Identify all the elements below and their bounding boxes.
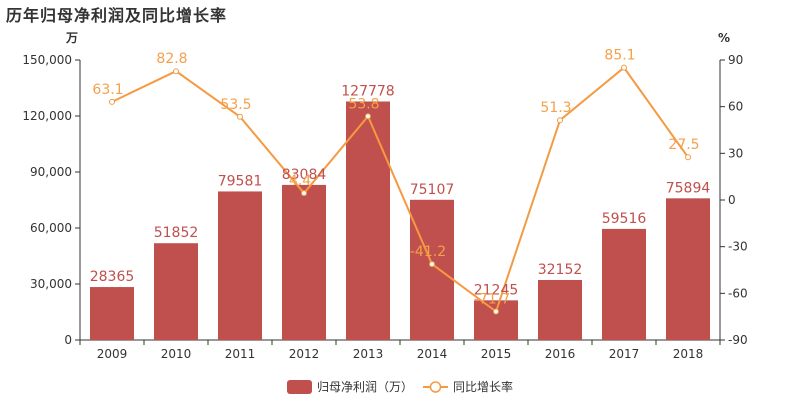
y-right-tick-label: 0 [728,193,736,207]
x-tick-label: 2016 [545,347,576,361]
y-left-tick-label: 0 [64,333,72,347]
y-left-tick-label: 150,000 [22,53,72,67]
bar [410,199,454,340]
labels-layer: 28365 51852 79581 83084 127778 75107 21245 3215… [90,48,711,308]
bar-value-label: 32152 [538,262,583,278]
bar [218,191,262,340]
y-left-tick-label: 120,000 [22,109,72,123]
growth-line [111,66,689,314]
chart-title: 历年归母净利润及同比增长率 [6,6,228,25]
bar-value-label: 83084 [282,167,327,183]
bar [90,287,134,340]
y-left-tick-label: 90,000 [30,165,72,179]
bar [282,184,326,340]
line-point [493,308,499,315]
line-value-label: 53.5 [220,97,251,113]
line-point [237,113,243,120]
line-point [173,68,179,75]
bar [346,101,390,340]
line-value-label: -41.2 [410,244,446,260]
bars-layer [90,101,710,340]
bar [602,228,646,340]
x-tick-label: 2009 [97,347,128,361]
bar-value-label: 28365 [90,269,135,285]
bar-value-label: 59516 [602,211,647,227]
bar-value-label: 75894 [666,180,711,196]
y-left-tick-label: 30,000 [30,277,72,291]
line-value-label: 82.8 [156,51,187,67]
y-right-tick-label: 30 [728,146,743,160]
line-layer [109,64,691,315]
y-right-tick-label: 90 [728,53,743,67]
legend-label-line: 同比增长率 [453,379,513,394]
legend-item-bar[interactable]: 归母净利润（万） [287,380,413,394]
legend-item-line[interactable]: 同比增长率 [423,379,513,394]
y-right-tick-label: -90 [728,333,748,347]
bar-value-label: 51852 [154,225,199,241]
legend-swatch-marker [429,381,442,393]
line-point [301,190,307,197]
bar [474,300,518,340]
line-point [557,117,563,124]
line-value-label: 63.1 [92,82,123,98]
x-tick-label: 2017 [609,347,640,361]
y-left-tick-label: 60,000 [30,221,72,235]
legend[interactable]: 归母净利润（万） 同比增长率 [287,379,513,394]
legend-label-bar: 归母净利润（万） [317,380,413,394]
line-point [429,261,435,268]
x-tick-label: 2012 [289,347,320,361]
bar-value-label: 79581 [218,173,263,189]
legend-swatch-bar [287,380,312,394]
x-tick-label: 2013 [353,347,384,361]
bar [538,279,582,340]
x-tick-label: 2018 [673,347,704,361]
x-tick-label: 2014 [417,347,448,361]
line-value-label: 85.1 [604,48,635,64]
y-right-tick-label: -30 [728,240,748,254]
bar [666,198,710,340]
line-point [685,154,691,161]
line-point [365,113,371,120]
line-value-label: 27.5 [668,137,699,153]
line-point [109,98,115,105]
y-right-tick-label: 60 [728,100,743,114]
line-value-label: 4.4 [289,173,311,189]
x-tick-label: 2011 [225,347,256,361]
x-tick-label: 2010 [161,347,192,361]
y-axis-right-unit: % [718,31,730,45]
line-value-label: -71.7 [474,292,510,308]
bar-value-label: 127778 [341,83,394,99]
x-tick-label: 2015 [481,347,512,361]
line-point [621,64,627,71]
y-right-tick-label: -60 [728,286,748,300]
bar [154,243,198,340]
bar-value-label: 21245 [474,282,519,298]
bar-value-label: 75107 [410,182,455,198]
line-value-label: 51.3 [540,100,571,116]
y-axis-left-unit: 万 [65,31,78,45]
line-value-label: 53.8 [348,96,379,112]
